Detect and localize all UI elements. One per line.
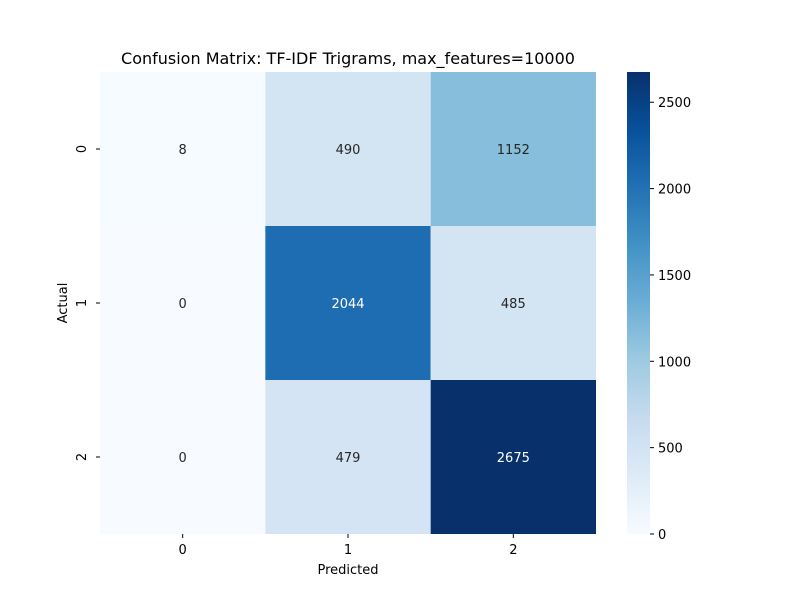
y-axis-label: Actual	[56, 283, 71, 324]
cell-value-label: 8	[179, 143, 187, 158]
y-tick-label: 1	[75, 299, 90, 307]
colorbar-tick-label: 2000	[658, 183, 691, 198]
x-tick-label: 2	[509, 543, 517, 558]
heatmap-cell	[265, 72, 431, 226]
colorbar-tick-label: 1000	[658, 355, 691, 370]
cell-value-label: 2675	[497, 451, 530, 466]
x-axis-ticks: 0 1 2	[179, 534, 517, 558]
heatmap-cell	[100, 380, 266, 534]
y-tick-label: 0	[75, 145, 90, 153]
cell-value-label: 485	[501, 297, 526, 312]
heatmap-cell	[430, 380, 596, 534]
colorbar	[627, 72, 650, 534]
cell-value-label: 490	[336, 143, 361, 158]
cell-value-label: 1152	[497, 143, 530, 158]
x-axis-label: Predicted	[317, 563, 378, 578]
y-axis-ticks: 0 1 2	[75, 145, 100, 461]
colorbar-tick-label: 1500	[658, 269, 691, 284]
colorbar-tick-label: 2500	[658, 96, 691, 111]
heatmap-cell	[265, 226, 431, 380]
chart-title: Confusion Matrix: TF-IDF Trigrams, max_f…	[121, 49, 575, 69]
heatmap-cell	[100, 72, 266, 226]
colorbar-tick-label: 0	[658, 528, 666, 543]
cell-value-label: 479	[336, 451, 361, 466]
y-tick-label: 2	[75, 453, 90, 461]
heatmap-cell	[100, 226, 266, 380]
colorbar-tick-label: 500	[658, 442, 683, 457]
x-tick-label: 1	[344, 543, 352, 558]
cell-value-label: 0	[179, 451, 187, 466]
heatmap-cell	[430, 72, 596, 226]
cell-value-label: 2044	[331, 297, 364, 312]
heatmap-cells: 8 490 1152 0 2044 485 0 479 2675	[100, 72, 596, 534]
cell-value-label: 0	[179, 297, 187, 312]
heatmap-cell	[430, 226, 596, 380]
heatmap-cell	[265, 380, 431, 534]
x-tick-label: 0	[179, 543, 187, 558]
colorbar-ticks: 0 500 1000 1500 2000 2500	[650, 96, 691, 543]
